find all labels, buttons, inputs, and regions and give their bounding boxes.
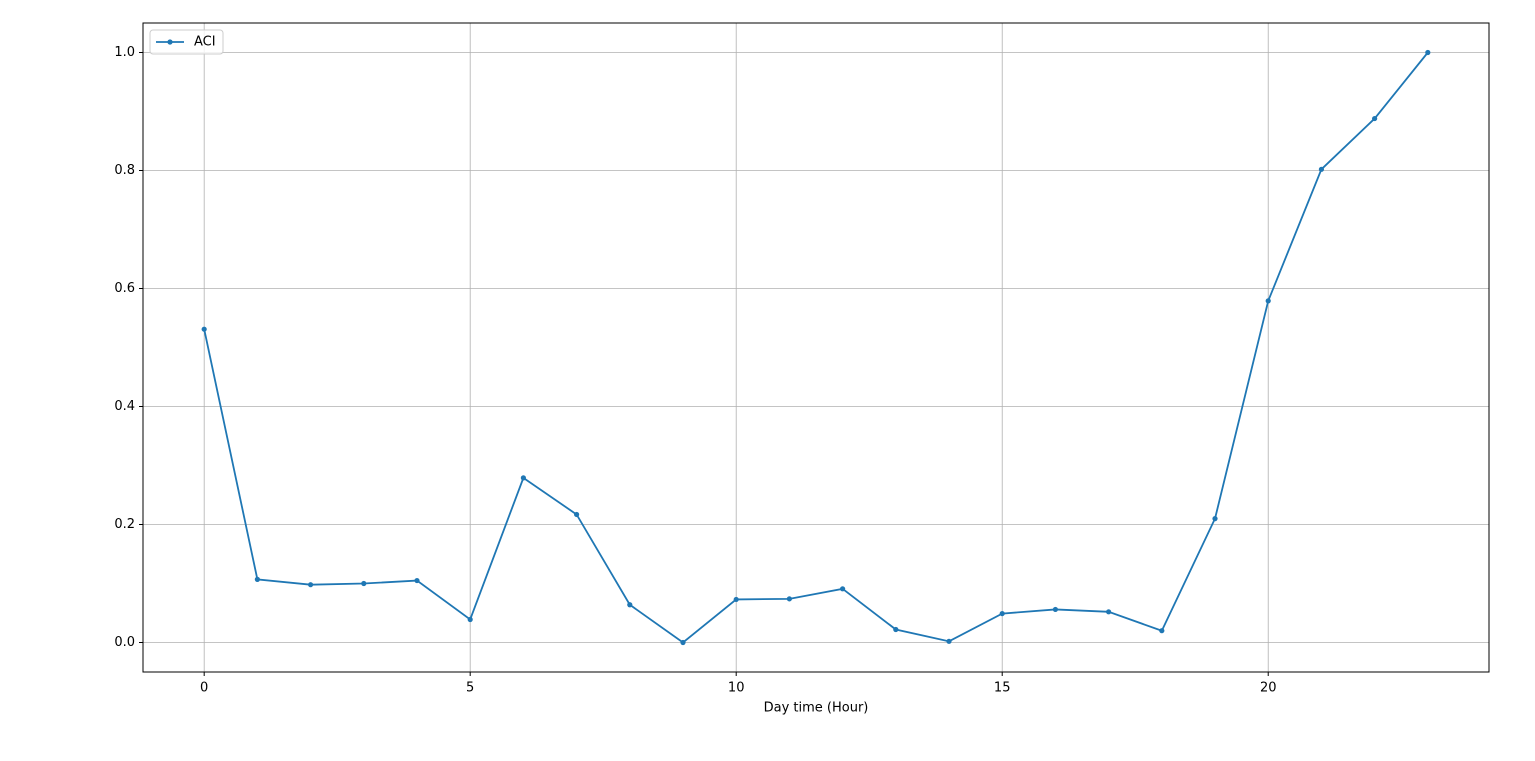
- y-tick-label: 0.6: [114, 281, 135, 296]
- x-tick-label: 20: [1260, 681, 1277, 696]
- data-point: [1318, 166, 1325, 172]
- data-line: [203, 51, 1429, 644]
- data-point: [946, 638, 952, 644]
- data-point: [680, 639, 686, 646]
- x-tick-label: 0: [200, 681, 208, 696]
- data-point: [1106, 609, 1112, 615]
- x-tick-label: 5: [466, 681, 474, 696]
- data-point: [307, 582, 314, 588]
- legend-label: ACI: [194, 35, 216, 50]
- data-point: [414, 577, 420, 584]
- data-point: [893, 626, 899, 633]
- plot-frame: [142, 22, 1490, 673]
- data-point: [1159, 628, 1165, 634]
- data-point: [520, 475, 526, 481]
- data-point: [1425, 49, 1431, 56]
- y-tick-label: 0.8: [114, 163, 135, 178]
- x-tick-label: 10: [728, 681, 745, 696]
- data-point: [1265, 298, 1271, 304]
- data-point: [1212, 516, 1218, 522]
- legend-marker: [167, 39, 173, 45]
- y-tick-label: 1.0: [114, 45, 135, 60]
- data-point: [573, 511, 580, 518]
- data-point: [733, 596, 739, 603]
- x-tick-label: 15: [994, 681, 1011, 696]
- data-point: [1052, 606, 1059, 613]
- data-point: [627, 602, 633, 608]
- x-axis-label: Day time (Hour): [764, 701, 869, 716]
- data-point: [254, 576, 260, 582]
- data-point: [361, 580, 367, 587]
- data-point: [999, 610, 1005, 617]
- data-point: [786, 596, 792, 602]
- data-point: [1372, 115, 1378, 122]
- y-tick-label: 0.4: [114, 399, 135, 414]
- data-point: [467, 616, 473, 623]
- data-point: [201, 326, 207, 332]
- y-tick-label: 0.0: [114, 635, 135, 650]
- data-point: [840, 586, 846, 592]
- y-tick-label: 0.2: [114, 517, 135, 532]
- legend-box: [149, 29, 224, 55]
